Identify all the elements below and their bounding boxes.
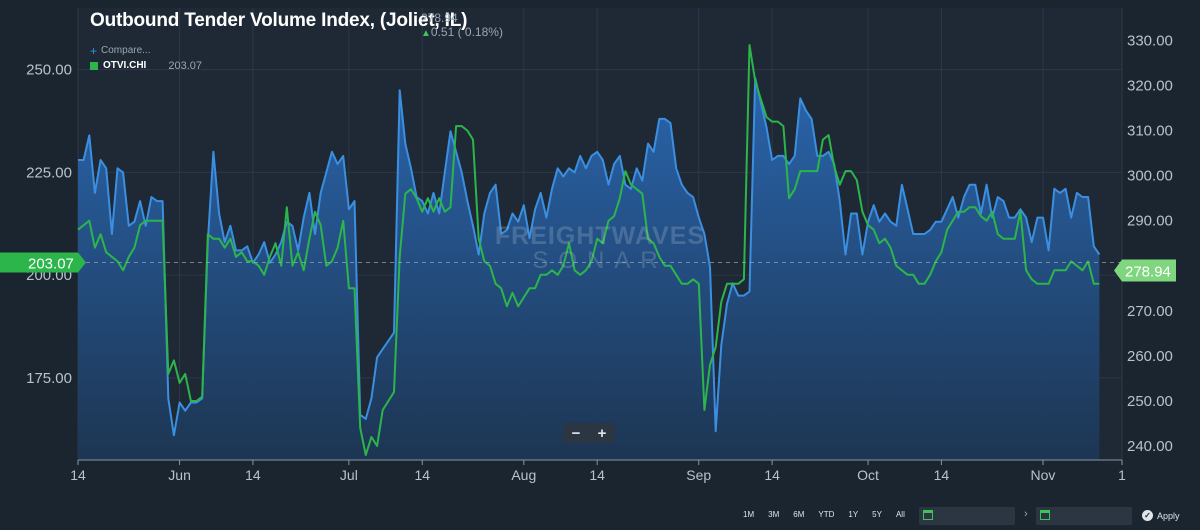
price-block: 278.94 ▲0.51 ( 0.18%) <box>421 11 503 41</box>
x-tick-label: 14 <box>764 467 780 483</box>
compare-label: Compare... <box>101 45 151 56</box>
change-value: 0.51 ( 0.18%) <box>430 25 503 39</box>
right-tick-label: 300.00 <box>1127 168 1173 185</box>
x-tick-label: Oct <box>857 467 879 483</box>
left-tick-label: 225.00 <box>26 164 72 181</box>
apply-label: Apply <box>1157 510 1180 521</box>
left-value-marker <box>0 252 86 273</box>
chart-title: Outbound Tender Volume Index, (Joliet, I… <box>90 10 468 31</box>
legend: + Compare... OTVI.CHI 203.07 <box>90 43 202 73</box>
left-tick-label: 250.00 <box>26 62 72 79</box>
zoom-controls: − + <box>563 423 615 443</box>
axes: 14 Jun 14 Jul 14 Aug 14 Sep 14 Oct 14 Nov 1175.00200… <box>0 32 1176 483</box>
right-value-marker <box>1114 259 1176 282</box>
x-tick-label: 14 <box>245 467 261 483</box>
x-tick-label: 14 <box>589 467 605 483</box>
bottom-toolbar <box>0 503 1200 530</box>
start-date-input[interactable] <box>919 507 1015 525</box>
x-tick-label: 14 <box>414 467 430 483</box>
plus-icon: + <box>90 43 98 58</box>
x-tick-label: 14 <box>934 467 950 483</box>
range-1m[interactable]: 1M <box>743 510 755 519</box>
last-value: 278.94 <box>421 11 458 25</box>
series-area-0 <box>78 77 1100 461</box>
right-value-marker-label: 278.94 <box>1125 264 1171 281</box>
range-3m[interactable]: 3M <box>768 510 780 519</box>
x-tick-label: Sep <box>686 467 711 483</box>
series-layer <box>77 44 1122 461</box>
calendar-icon <box>1040 510 1050 520</box>
left-tick-label: 175.00 <box>26 370 72 387</box>
left-value-marker-label: 203.07 <box>28 255 74 272</box>
right-tick-label: 330.00 <box>1127 32 1173 49</box>
legend-series[interactable]: OTVI.CHI 203.07 <box>90 58 202 73</box>
right-tick-label: 320.00 <box>1127 78 1173 95</box>
right-tick-label: 240.00 <box>1127 438 1173 455</box>
x-tick-label: Jun <box>168 467 191 483</box>
x-tick-label: 14 <box>70 467 86 483</box>
compare-button[interactable]: + Compare... <box>90 43 202 58</box>
range-all[interactable]: All <box>895 510 905 519</box>
range-ytd[interactable]: YTD <box>818 510 835 519</box>
right-tick-label: 290.00 <box>1127 213 1173 230</box>
right-tick-label: 270.00 <box>1127 303 1173 320</box>
up-arrow-icon: ▲ <box>421 28 431 39</box>
series-color-swatch <box>90 61 98 70</box>
right-tick-label: 260.00 <box>1127 348 1173 365</box>
range-5y[interactable]: 5Y <box>872 510 882 519</box>
range-selector: 1M 3M 6M YTD 1Y 5Y All <box>743 510 919 519</box>
right-tick-label: 310.00 <box>1127 123 1173 140</box>
chevron-right-icon: › <box>1024 508 1028 520</box>
x-tick-label: 1 <box>1118 467 1126 483</box>
apply-button[interactable]: ✓ Apply <box>1142 510 1180 521</box>
series-line-0 <box>78 76 1101 437</box>
range-6m[interactable]: 6M <box>793 510 805 519</box>
calendar-icon <box>923 510 933 520</box>
end-date-input[interactable] <box>1036 507 1132 525</box>
range-1y[interactable]: 1Y <box>848 510 859 519</box>
series-line-1 <box>77 44 1100 456</box>
zoom-out-button[interactable]: − <box>571 424 581 442</box>
series-symbol: OTVI.CHI <box>103 60 147 71</box>
x-tick-label: Jul <box>340 467 358 483</box>
check-icon: ✓ <box>1142 510 1153 521</box>
series-value: 203.07 <box>168 59 202 72</box>
x-tick-label: Nov <box>1031 467 1056 483</box>
zoom-in-button[interactable]: + <box>597 424 607 442</box>
right-tick-label: 250.00 <box>1127 393 1173 410</box>
x-tick-label: Aug <box>511 467 536 483</box>
